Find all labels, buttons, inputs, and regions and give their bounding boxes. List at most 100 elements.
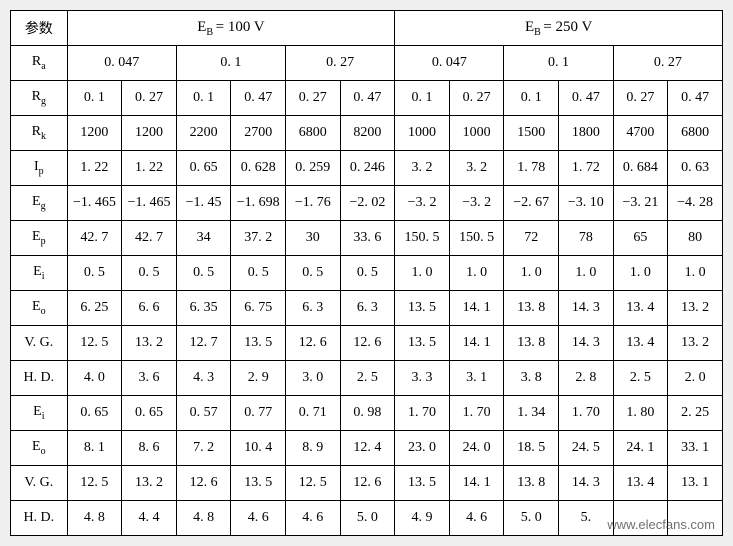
ra-cell: 0. 1 — [176, 46, 285, 81]
data-cell: 33. 1 — [668, 431, 723, 466]
data-cell: −3. 21 — [613, 186, 668, 221]
data-cell: 0. 259 — [286, 151, 341, 186]
ra-cell: 0. 27 — [286, 46, 395, 81]
rg-cell: 0. 47 — [340, 81, 395, 116]
ra-label: Ra — [11, 46, 68, 81]
data-cell: 3. 8 — [504, 361, 559, 396]
rg-cell: 0. 27 — [613, 81, 668, 116]
data-cell: −1. 465 — [67, 186, 122, 221]
data-cell: 3. 3 — [395, 361, 450, 396]
data-cell: 3. 2 — [449, 151, 504, 186]
data-cell: 1. 72 — [559, 151, 614, 186]
table-row: Ep42. 742. 73437. 23033. 6150. 5150. 572… — [11, 221, 723, 256]
table-container: 参数 EB = 100 V EB = 250 V Ra 0. 047 0. 1 … — [10, 10, 723, 536]
data-cell: −1. 45 — [176, 186, 231, 221]
data-cell: 2. 8 — [559, 361, 614, 396]
data-cell: 0. 5 — [286, 256, 341, 291]
data-cell: 1. 0 — [395, 256, 450, 291]
data-cell: 1200 — [67, 116, 122, 151]
data-cell: 1500 — [504, 116, 559, 151]
data-cell: 3. 2 — [395, 151, 450, 186]
data-cell: 37. 2 — [231, 221, 286, 256]
data-cell: 2. 25 — [668, 396, 723, 431]
data-cell: 0. 5 — [231, 256, 286, 291]
table-row: Rg 0. 1 0. 27 0. 1 0. 47 0. 27 0. 47 0. … — [11, 81, 723, 116]
data-cell: 12. 5 — [67, 326, 122, 361]
data-cell: 12. 6 — [286, 326, 341, 361]
ei-label: Ei — [11, 396, 68, 431]
eo-label: Eo — [11, 291, 68, 326]
data-cell: 80 — [668, 221, 723, 256]
data-cell: 12. 6 — [340, 466, 395, 501]
data-cell: 12. 7 — [176, 326, 231, 361]
data-cell: 1. 0 — [449, 256, 504, 291]
data-cell: −2. 02 — [340, 186, 395, 221]
rg-cell: 0. 47 — [559, 81, 614, 116]
data-cell: 1000 — [449, 116, 504, 151]
data-cell: 0. 628 — [231, 151, 286, 186]
rg-cell: 0. 1 — [504, 81, 559, 116]
data-cell: 1200 — [122, 116, 177, 151]
eo-label: Eo — [11, 431, 68, 466]
data-cell: 0. 71 — [286, 396, 341, 431]
eb-header-2: EB = 250 V — [395, 11, 723, 46]
data-cell: 13. 5 — [395, 291, 450, 326]
data-cell: 23. 0 — [395, 431, 450, 466]
data-cell: 5. 0 — [504, 501, 559, 536]
data-cell: 4. 8 — [176, 501, 231, 536]
data-cell: 6. 3 — [340, 291, 395, 326]
ra-cell: 0. 27 — [613, 46, 722, 81]
data-cell: 2. 5 — [340, 361, 395, 396]
data-cell: 0. 684 — [613, 151, 668, 186]
ra-cell: 0. 047 — [395, 46, 504, 81]
data-cell: 24. 0 — [449, 431, 504, 466]
data-cell: 4. 6 — [286, 501, 341, 536]
eb-header-1: EB = 100 V — [67, 11, 395, 46]
data-cell: 13. 2 — [668, 326, 723, 361]
data-cell: 7. 2 — [176, 431, 231, 466]
table-row: Eo6. 256. 66. 356. 756. 36. 313. 514. 11… — [11, 291, 723, 326]
data-cell: 0. 5 — [122, 256, 177, 291]
table-row: Ra 0. 047 0. 1 0. 27 0. 047 0. 1 0. 27 — [11, 46, 723, 81]
data-cell: 14. 1 — [449, 291, 504, 326]
data-cell: 13. 8 — [504, 291, 559, 326]
data-cell: 14. 1 — [449, 326, 504, 361]
data-cell: 4. 3 — [176, 361, 231, 396]
data-cell: 1. 70 — [449, 396, 504, 431]
rg-label: Rg — [11, 81, 68, 116]
data-cell: 1. 0 — [504, 256, 559, 291]
data-cell: 0. 98 — [340, 396, 395, 431]
data-cell: 1. 0 — [668, 256, 723, 291]
data-cell: 1. 70 — [395, 396, 450, 431]
data-cell: −3. 10 — [559, 186, 614, 221]
data-cell: −3. 2 — [449, 186, 504, 221]
data-cell: 24. 5 — [559, 431, 614, 466]
data-cell: 2. 0 — [668, 361, 723, 396]
eb-value-1: 100 V — [228, 19, 265, 35]
ei-label: Ei — [11, 256, 68, 291]
data-cell: 2200 — [176, 116, 231, 151]
rg-cell: 0. 47 — [231, 81, 286, 116]
data-cell: 0. 63 — [668, 151, 723, 186]
data-cell: 4. 9 — [395, 501, 450, 536]
data-cell: 34 — [176, 221, 231, 256]
data-cell: 3. 6 — [122, 361, 177, 396]
data-cell: 78 — [559, 221, 614, 256]
data-cell: 13. 4 — [613, 326, 668, 361]
data-cell: 1. 70 — [559, 396, 614, 431]
ra-cell: 0. 047 — [67, 46, 176, 81]
data-cell: 13. 2 — [122, 466, 177, 501]
data-cell: 0. 65 — [122, 396, 177, 431]
data-cell: 13. 1 — [668, 466, 723, 501]
data-cell: 13. 5 — [231, 326, 286, 361]
data-cell: 6. 25 — [67, 291, 122, 326]
data-cell: 4700 — [613, 116, 668, 151]
data-cell: 6. 6 — [122, 291, 177, 326]
data-cell: 13. 5 — [395, 466, 450, 501]
data-cell: 14. 3 — [559, 466, 614, 501]
data-cell: 4. 6 — [231, 501, 286, 536]
param-header: 参数 — [11, 11, 68, 46]
data-cell: 13. 2 — [122, 326, 177, 361]
data-cell: 24. 1 — [613, 431, 668, 466]
data-cell: 0. 57 — [176, 396, 231, 431]
